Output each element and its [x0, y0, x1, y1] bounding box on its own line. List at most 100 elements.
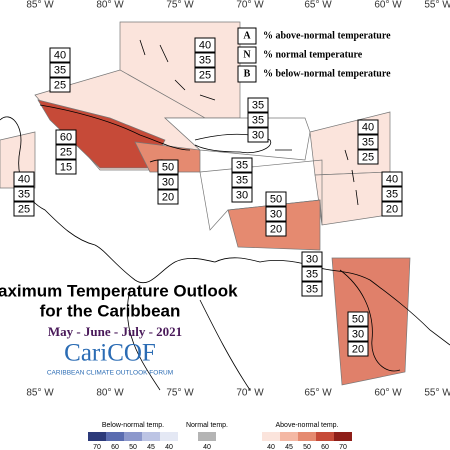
colorbar-tick: 40 — [165, 444, 173, 450]
probability: 30 — [352, 328, 364, 340]
colorbar: Below-normal temp. Normal temp. Above-no… — [88, 422, 352, 441]
longitude-label: 75° W — [166, 388, 194, 399]
color-swatch — [334, 432, 352, 441]
probability: 35 — [236, 159, 248, 171]
probability-box — [357, 134, 379, 150]
probability-box — [194, 67, 216, 83]
probability-box — [265, 191, 287, 207]
probability: 30 — [252, 129, 264, 141]
colorbar-tick: 45 — [147, 444, 155, 450]
probability-box — [231, 187, 253, 203]
key-text: % normal temperature — [263, 49, 363, 60]
probability: 25 — [60, 146, 72, 158]
probability: 35 — [252, 99, 264, 111]
longitude-label: 80° W — [96, 388, 124, 399]
probability-box — [55, 159, 77, 175]
period: May - June - July - 2021 — [48, 324, 182, 339]
probability: 40 — [386, 173, 398, 185]
probability-box — [357, 149, 379, 165]
key-box — [237, 46, 257, 64]
probability-box — [265, 221, 287, 237]
probability: 15 — [60, 161, 72, 173]
probability-box — [301, 251, 323, 267]
probability-box — [247, 97, 269, 113]
key: A % above-normal temperature N % normal tem… — [237, 27, 391, 83]
probability: 25 — [199, 69, 211, 81]
probability: 50 — [270, 193, 282, 205]
key-letter: B — [244, 68, 251, 79]
probability-box — [247, 127, 269, 143]
probability: 20 — [352, 343, 364, 355]
probability: 35 — [386, 188, 398, 200]
longitude-label: 55° W — [424, 0, 450, 11]
probability: 25 — [362, 151, 374, 163]
colorbar-tick: 40 — [267, 444, 275, 450]
longitude-label: 75° W — [166, 0, 194, 11]
title: for the Caribbean — [40, 301, 181, 320]
probability-box — [194, 37, 216, 53]
colorbar-tick: 60 — [321, 444, 329, 450]
probability-box — [157, 159, 179, 175]
probability: 40 — [18, 173, 30, 185]
key-text: % above-normal temperature — [263, 30, 391, 41]
key-letter: A — [243, 30, 251, 41]
colorbar-tick: 45 — [285, 444, 293, 450]
probability: 20 — [270, 223, 282, 235]
probability-box — [301, 266, 323, 282]
colorbar-title: Above-normal temp. — [275, 422, 338, 429]
probability: 50 — [352, 313, 364, 325]
probability-box — [347, 326, 369, 342]
colorbar-tick: 60 — [111, 444, 119, 450]
coastline — [126, 289, 251, 391]
coastline — [194, 133, 272, 154]
probability: 35 — [199, 54, 211, 66]
title: aximum Temperature Outlook — [0, 281, 238, 300]
probability-box — [347, 311, 369, 327]
coastline — [344, 149, 359, 206]
probability: 30 — [306, 253, 318, 265]
logo: CariCOF — [64, 340, 156, 367]
longitude-label: 65° W — [304, 388, 332, 399]
probability: 40 — [199, 39, 211, 51]
colorbar-tick: 50 — [129, 444, 137, 450]
region — [331, 257, 411, 386]
longitude-label: 65° W — [304, 0, 332, 11]
color-swatch — [316, 432, 334, 441]
longitude-label: 60° W — [374, 388, 402, 399]
coastline — [139, 39, 216, 101]
probability-box — [49, 77, 71, 93]
color-swatch — [198, 432, 216, 441]
probability: 30 — [162, 176, 174, 188]
key-box — [237, 65, 257, 83]
probability: 20 — [386, 203, 398, 215]
longitude-label: 60° W — [374, 0, 402, 11]
region — [164, 117, 311, 161]
probability-box — [301, 281, 323, 297]
colorbar-tick: 70 — [339, 444, 347, 450]
probability-box — [381, 171, 403, 187]
probability: 35 — [252, 114, 264, 126]
probability: 50 — [162, 161, 174, 173]
longitude-label: 70° W — [236, 388, 264, 399]
probability: 35 — [54, 64, 66, 76]
probability-box — [357, 119, 379, 135]
probability-box — [347, 341, 369, 357]
key-letter: N — [243, 49, 251, 60]
probability-box — [13, 171, 35, 187]
probability: 40 — [54, 49, 66, 61]
longitude-label: 80° W — [96, 0, 124, 11]
probability-box — [13, 186, 35, 202]
probability: 20 — [162, 191, 174, 203]
probability: 35 — [306, 268, 318, 280]
color-swatch — [142, 432, 160, 441]
probability-box — [49, 47, 71, 63]
logo-subtitle: CARIBBEAN CLIMATE OUTLOOK FORUM — [47, 370, 173, 377]
longitude-label: 85° W — [26, 388, 54, 399]
color-swatch — [262, 432, 280, 441]
colorbar-tick: 70 — [93, 444, 101, 450]
color-swatch — [160, 432, 178, 441]
probability-box — [194, 52, 216, 68]
colorbar-title: Normal temp. — [186, 422, 228, 429]
region — [314, 171, 391, 226]
